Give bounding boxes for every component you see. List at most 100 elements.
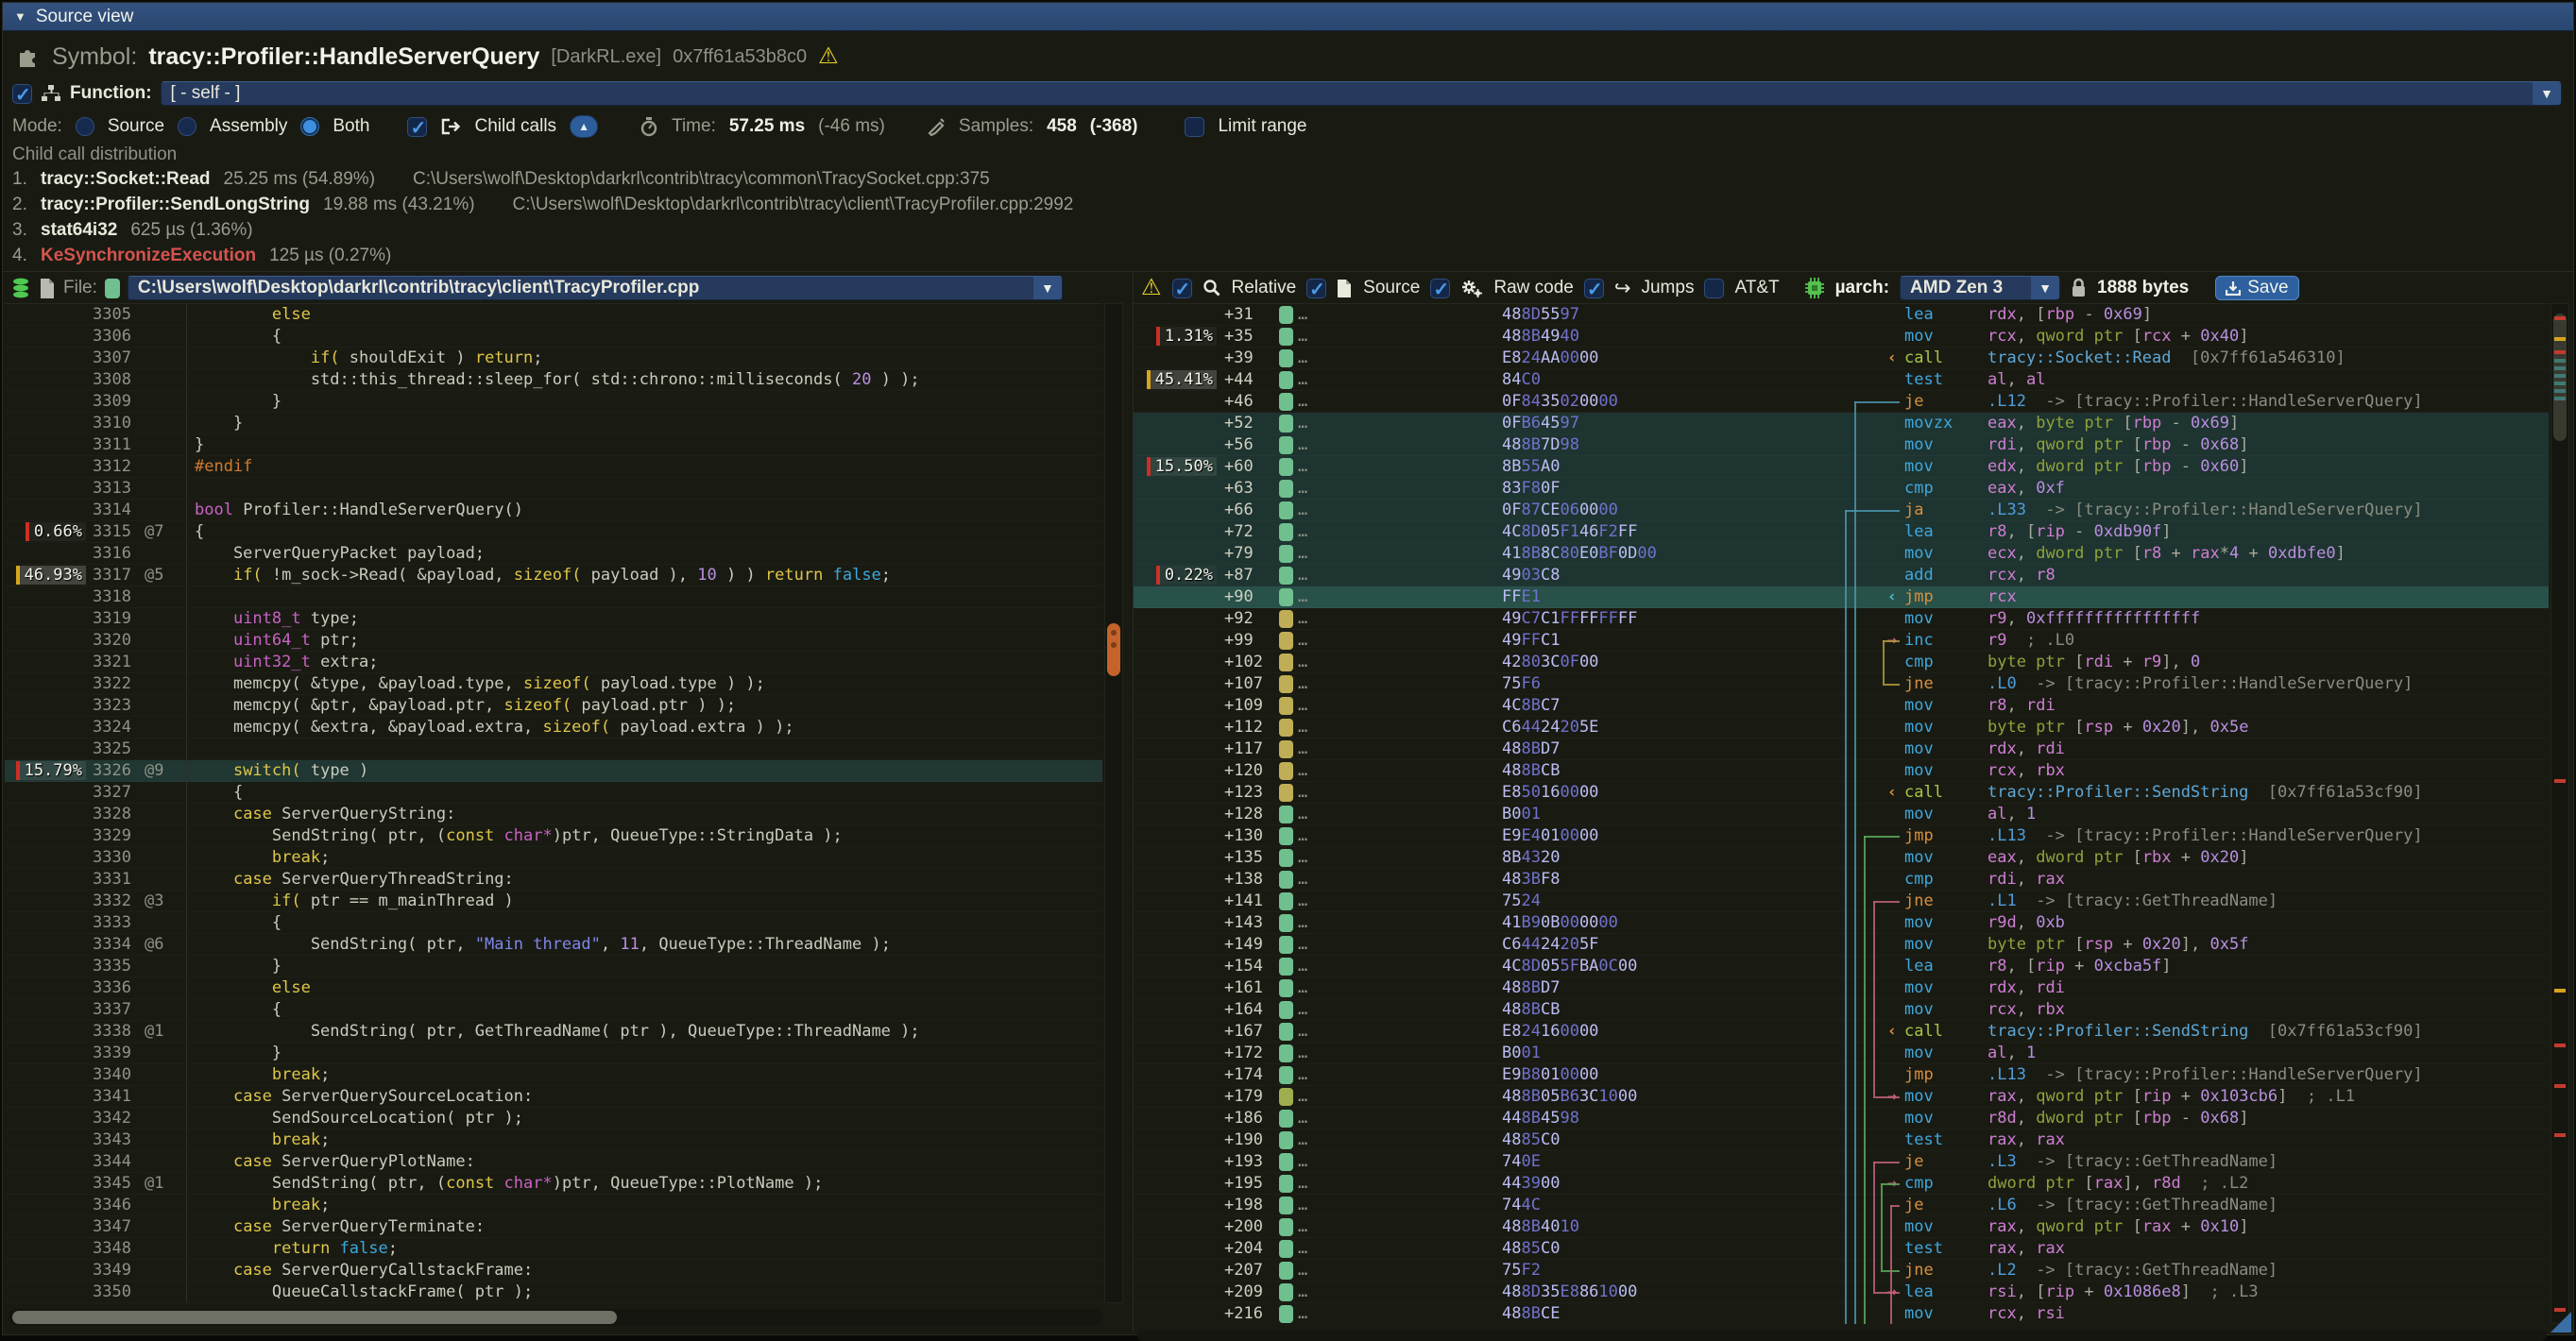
source-line[interactable]: 3312#endif (5, 456, 1102, 478)
source-line[interactable]: 3349 case ServerQueryCallstackFrame: (5, 1260, 1102, 1282)
source-line[interactable]: 3328 case ServerQueryString: (5, 804, 1102, 825)
source-line[interactable]: 3340 break; (5, 1064, 1102, 1086)
child-calls-checkbox[interactable] (407, 117, 427, 137)
assembly-row[interactable]: +46…t\TracyProfiler.cpp:33170F8435020000… (1134, 391, 2549, 413)
source-line[interactable]: 3309 } (5, 391, 1102, 413)
radio-both-label[interactable]: Both (333, 116, 369, 137)
source-line[interactable]: 3323 memcpy( &ptr, &payload.ptr, sizeof(… (5, 695, 1102, 717)
assembly-row[interactable]: +167…t\TracyProfiler.cpp:3334E824160000‹… (1134, 1021, 2549, 1043)
assembly-row[interactable]: +63…t\TracyProfiler.cpp:332683F80Fcmpeax… (1134, 478, 2549, 500)
function-checkbox[interactable] (12, 84, 32, 104)
att-checkbox[interactable] (1704, 279, 1724, 298)
radio-both[interactable] (300, 117, 319, 136)
raw-code-checkbox[interactable] (1430, 279, 1450, 298)
source-line[interactable]: 46.93%3317@5 if( !m_sock->Read( &payload… (5, 565, 1102, 586)
assembly-row[interactable]: +102…t\TracyProfiler.hpp:67642803C0F00cm… (1134, 652, 2549, 673)
assembly-horizontal-scrollbar[interactable] (1137, 1330, 2547, 1341)
assembly-row[interactable]: +154…t\TracyProfiler.cpp:33344C8D055FBA0… (1134, 956, 2549, 977)
radio-assembly-label[interactable]: Assembly (210, 116, 287, 137)
uarch-select[interactable]: AMD Zen 3 ▼ (1900, 276, 2060, 300)
assembly-row[interactable]: +99…t\TracyProfiler.hpp:67649FFC1→incr9 … (1134, 630, 2549, 652)
relative-checkbox[interactable] (1172, 279, 1192, 298)
source-line[interactable]: 15.79%3326@9 switch( type ) (5, 760, 1102, 782)
assembly-row[interactable]: +193…mon\TracySystem.cpp:197740Eje.L3 ->… (1134, 1151, 2549, 1173)
assembly-row[interactable]: +135…t\TracyProfiler.cpp:33328B4320movea… (1134, 847, 2549, 869)
assembly-row[interactable]: +174…t\TracyProfiler.cpp:3401E9B8010000j… (1134, 1064, 2549, 1086)
source-line[interactable]: 3346 break; (5, 1195, 1102, 1216)
assembly-row[interactable]: +56…t\TracyProfiler.cpp:3326488B7D98movr… (1134, 434, 2549, 456)
collapse-distribution-button[interactable]: ▲ (570, 115, 598, 138)
source-line[interactable]: 3338@1 SendString( ptr, GetThreadName( p… (5, 1021, 1102, 1043)
assembly-row[interactable]: +109…t\TracyProfiler.hpp:6764C8BC7movr8,… (1134, 695, 2549, 717)
assembly-row[interactable]: +172…t\TracyProfiler.cpp:3401B001moval, … (1134, 1043, 2549, 1064)
source-line[interactable]: 3305 else (5, 304, 1102, 326)
assembly-row[interactable]: +141…t\TracyProfiler.cpp:33327524jne.L1 … (1134, 891, 2549, 912)
limit-range-label[interactable]: Limit range (1218, 116, 1306, 137)
assembly-row[interactable]: +207…mon\TracySystem.cpp:20375F2jne.L2 -… (1134, 1260, 2549, 1282)
assembly-row[interactable]: +138…t\TracyProfiler.cpp:3332483BF8cmprd… (1134, 869, 2549, 891)
assembly-row[interactable]: +200…mon\TracySystem.cpp:203488B4010movr… (1134, 1216, 2549, 1238)
chevron-down-icon[interactable]: ▼ (2533, 82, 2561, 105)
resize-grip[interactable] (2550, 1312, 2571, 1333)
assembly-row[interactable]: +39…t\TracyProfiler.cpp:3317E824AA0000‹c… (1134, 348, 2549, 369)
source-line[interactable]: 3307 if( shouldExit ) return; (5, 348, 1102, 369)
assembly-row[interactable]: +31…t\TracyProfiler.cpp:3317488D5597lear… (1134, 304, 2549, 326)
assembly-row[interactable]: +204…mon\TracySystem.cpp:2034885C0testra… (1134, 1238, 2549, 1260)
source-line[interactable]: 3318 (5, 586, 1102, 608)
assembly-row[interactable]: +161…t\TracyProfiler.cpp:3334488BD7movrd… (1134, 977, 2549, 999)
assembly-row[interactable]: 15.50%+60…t\TracyProfiler.cpp:33268B55A0… (1134, 456, 2549, 478)
limit-range-checkbox[interactable] (1185, 117, 1204, 137)
att-label[interactable]: AT&T (1734, 278, 1779, 298)
source-line[interactable]: 3311} (5, 434, 1102, 456)
assembly-row[interactable]: +195…mon\TracySystem.cpp:199443900→cmpdw… (1134, 1173, 2549, 1195)
source-line[interactable]: 3332@3 if( ptr == m_mainThread ) (5, 891, 1102, 912)
source-line[interactable]: 3321 uint32_t extra; (5, 652, 1102, 673)
assembly-row[interactable]: +120…t\TracyProfiler.hpp:676488BCBmovrcx… (1134, 760, 2549, 782)
source-horizontal-scrollbar[interactable] (9, 1309, 1102, 1326)
assembly-row[interactable]: +179…1103\include\atomic:1048488B05B63C1… (1134, 1086, 2549, 1108)
radio-source[interactable] (76, 117, 94, 136)
source-line[interactable]: 3337 { (5, 999, 1102, 1021)
source-line[interactable]: 3322 memcpy( &type, &payload.type, sizeo… (5, 673, 1102, 695)
source-hscroll-handle[interactable] (12, 1311, 617, 1324)
source-line[interactable]: 3336 else (5, 977, 1102, 999)
assembly-row[interactable]: +190…mon\TracySystem.cpp:1974885C0testra… (1134, 1129, 2549, 1151)
source-line[interactable]: 3348 return false; (5, 1238, 1102, 1260)
assembly-row[interactable]: +117…t\TracyProfiler.hpp:676488BD7movrdx… (1134, 738, 2549, 760)
source-line[interactable]: 3339 } (5, 1043, 1102, 1064)
source-line[interactable]: 3310 } (5, 413, 1102, 434)
source-line[interactable]: 3319 uint8_t type; (5, 608, 1102, 630)
assembly-row[interactable]: 1.31%+35…t\TracyProfiler.cpp:3317488B494… (1134, 326, 2549, 348)
assembly-row[interactable]: +52…t\TracyProfiler.cpp:33260FB64597movz… (1134, 413, 2549, 434)
source-checkbox[interactable] (1306, 279, 1326, 298)
source-line[interactable]: 3341 case ServerQuerySourceLocation: (5, 1086, 1102, 1108)
source-line[interactable]: 3331 case ServerQueryThreadString: (5, 869, 1102, 891)
source-line[interactable]: 0.66%3315@7{ (5, 521, 1102, 543)
assembly-row[interactable]: +123…t\TracyProfiler.hpp:676E850160000‹c… (1134, 782, 2549, 804)
source-line[interactable]: 3347 case ServerQueryTerminate: (5, 1216, 1102, 1238)
chevron-down-icon[interactable]: ▼ (2031, 277, 2059, 299)
source-line[interactable]: 3330 break; (5, 847, 1102, 869)
source-scroll-handle[interactable] (1107, 623, 1120, 676)
source-line[interactable]: 3342 SendSourceLocation( ptr ); (5, 1108, 1102, 1129)
assembly-row[interactable]: +128…t\TracyProfiler.cpp:3401B001moval, … (1134, 804, 2549, 825)
raw-code-label[interactable]: Raw code (1493, 278, 1574, 298)
relative-label[interactable]: Relative (1232, 278, 1297, 298)
child-calls-label[interactable]: Child calls (474, 116, 556, 137)
source-line[interactable]: 3308 std::this_thread::sleep_for( std::c… (5, 369, 1102, 391)
assembly-row[interactable]: +112…t\TracyProfiler.hpp:676C64424205Emo… (1134, 717, 2549, 738)
radio-assembly[interactable] (178, 117, 196, 136)
source-line[interactable]: 3316 ServerQueryPacket payload; (5, 543, 1102, 565)
jumps-checkbox[interactable] (1584, 279, 1604, 298)
title-bar[interactable]: ▼ Source view (3, 3, 2573, 31)
source-line[interactable]: 3335 } (5, 956, 1102, 977)
assembly-row[interactable]: +209…mon\TracySystem.cpp:258488D35E88610… (1134, 1282, 2549, 1303)
source-line[interactable]: 3327 { (5, 782, 1102, 804)
save-button[interactable]: Save (2215, 276, 2298, 300)
